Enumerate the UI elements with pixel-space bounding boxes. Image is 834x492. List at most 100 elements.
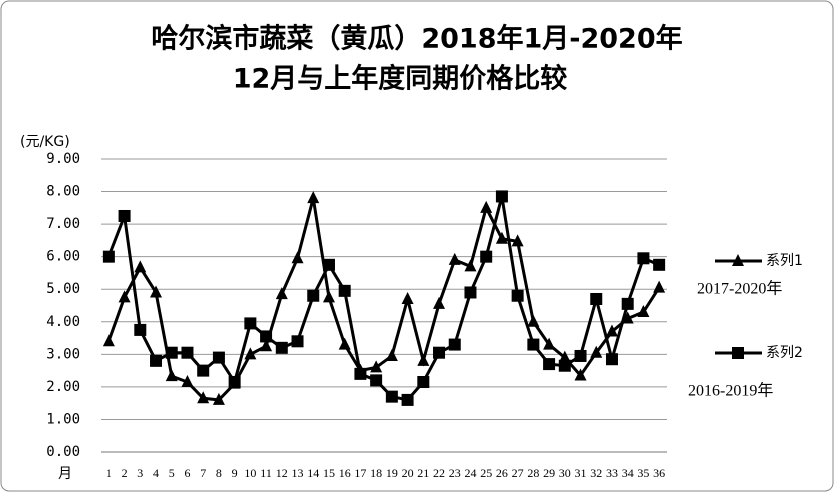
y-tick-label: 0.00: [46, 444, 80, 460]
x-tick-label: 34: [622, 466, 634, 480]
x-tick-label: 2: [122, 466, 128, 480]
point: [401, 393, 414, 406]
x-tick-label: 11: [260, 466, 272, 480]
x-tick-label: 12: [276, 466, 288, 480]
annotation: 2017-2020年: [697, 280, 782, 298]
point: [653, 280, 666, 293]
x-tick-label: 7: [200, 466, 206, 480]
y-tick-label: 8.00: [46, 184, 80, 200]
x-tick-label: 21: [417, 466, 429, 480]
x-tick-label: 23: [449, 466, 461, 480]
point: [354, 367, 367, 380]
x-tick-label: 33: [606, 466, 618, 480]
point: [653, 258, 666, 271]
x-tick-label: 22: [433, 466, 445, 480]
x-tick-label: 15: [323, 466, 335, 480]
x-tick-label: 17: [354, 466, 366, 480]
x-tick-label: 24: [464, 466, 476, 480]
x-axis-label: 月: [58, 466, 72, 482]
point: [244, 317, 257, 330]
point: [150, 285, 163, 298]
x-tick-label: 4: [153, 466, 159, 480]
point: [197, 391, 210, 404]
point: [605, 353, 618, 366]
point: [495, 190, 508, 203]
point: [307, 289, 320, 302]
x-tick-label: 14: [307, 466, 319, 480]
point: [464, 259, 477, 272]
point: [338, 284, 351, 297]
point: [197, 364, 210, 377]
chart-title: 哈尔滨市蔬菜（黄瓜）2018年1月-2020年: [151, 23, 682, 55]
point: [448, 252, 461, 265]
y-tick-label: 4.00: [46, 314, 80, 330]
point: [260, 330, 273, 343]
point: [212, 351, 225, 364]
x-tick-label: 13: [292, 466, 304, 480]
point: [511, 234, 524, 247]
x-tick-label: 25: [480, 466, 492, 480]
x-tick-label: 18: [370, 466, 382, 480]
x-tick-label: 9: [232, 466, 238, 480]
point: [433, 296, 446, 309]
x-tick-label: 35: [637, 466, 649, 480]
y-tick-label: 1.00: [46, 411, 80, 427]
chart-title: 12月与上年度同期价格比较: [233, 63, 568, 95]
point: [291, 251, 304, 264]
point: [637, 252, 650, 265]
point: [260, 339, 273, 352]
point: [275, 287, 288, 300]
point: [590, 292, 603, 305]
point: [732, 254, 744, 266]
x-tick-label: 28: [527, 466, 539, 480]
y-tick-label: 2.00: [46, 379, 80, 395]
x-tick-label: 8: [216, 466, 222, 480]
x-tick-label: 10: [244, 466, 256, 480]
point: [590, 345, 603, 358]
x-tick-label: 36: [653, 466, 665, 480]
point: [464, 286, 477, 299]
point: [102, 334, 115, 347]
y-tick-label: 9.00: [46, 151, 80, 167]
point: [322, 258, 335, 271]
x-tick-label: 30: [559, 466, 571, 480]
point: [732, 347, 744, 359]
point: [118, 209, 131, 222]
point: [338, 337, 351, 350]
point: [401, 291, 414, 304]
point: [165, 346, 178, 359]
point: [102, 250, 115, 263]
point: [370, 360, 383, 373]
x-tick-label: 6: [184, 466, 190, 480]
point: [527, 314, 540, 327]
point: [291, 335, 304, 348]
legend-label: 系列1: [766, 253, 803, 269]
point: [433, 346, 446, 359]
point: [244, 347, 257, 360]
point: [181, 375, 194, 388]
x-tick-label: 16: [339, 466, 351, 480]
point: [118, 290, 131, 303]
point: [385, 390, 398, 403]
point: [543, 358, 556, 371]
point: [621, 297, 634, 310]
x-tick-label: 1: [106, 466, 112, 480]
point: [385, 348, 398, 361]
point: [134, 260, 147, 273]
point: [307, 191, 320, 204]
point: [228, 376, 241, 389]
x-tick-label: 31: [575, 466, 587, 480]
point: [370, 374, 383, 387]
x-tick-label: 32: [590, 466, 602, 480]
x-tick-label: 19: [386, 466, 398, 480]
point: [417, 353, 430, 366]
point: [511, 289, 524, 302]
point: [558, 359, 571, 372]
point: [621, 311, 634, 324]
y-tick-label: 6.00: [46, 249, 80, 265]
y-tick-label: 5.00: [46, 281, 80, 297]
legend-label: 系列2: [766, 345, 803, 361]
point: [527, 338, 540, 351]
point: [181, 346, 194, 359]
